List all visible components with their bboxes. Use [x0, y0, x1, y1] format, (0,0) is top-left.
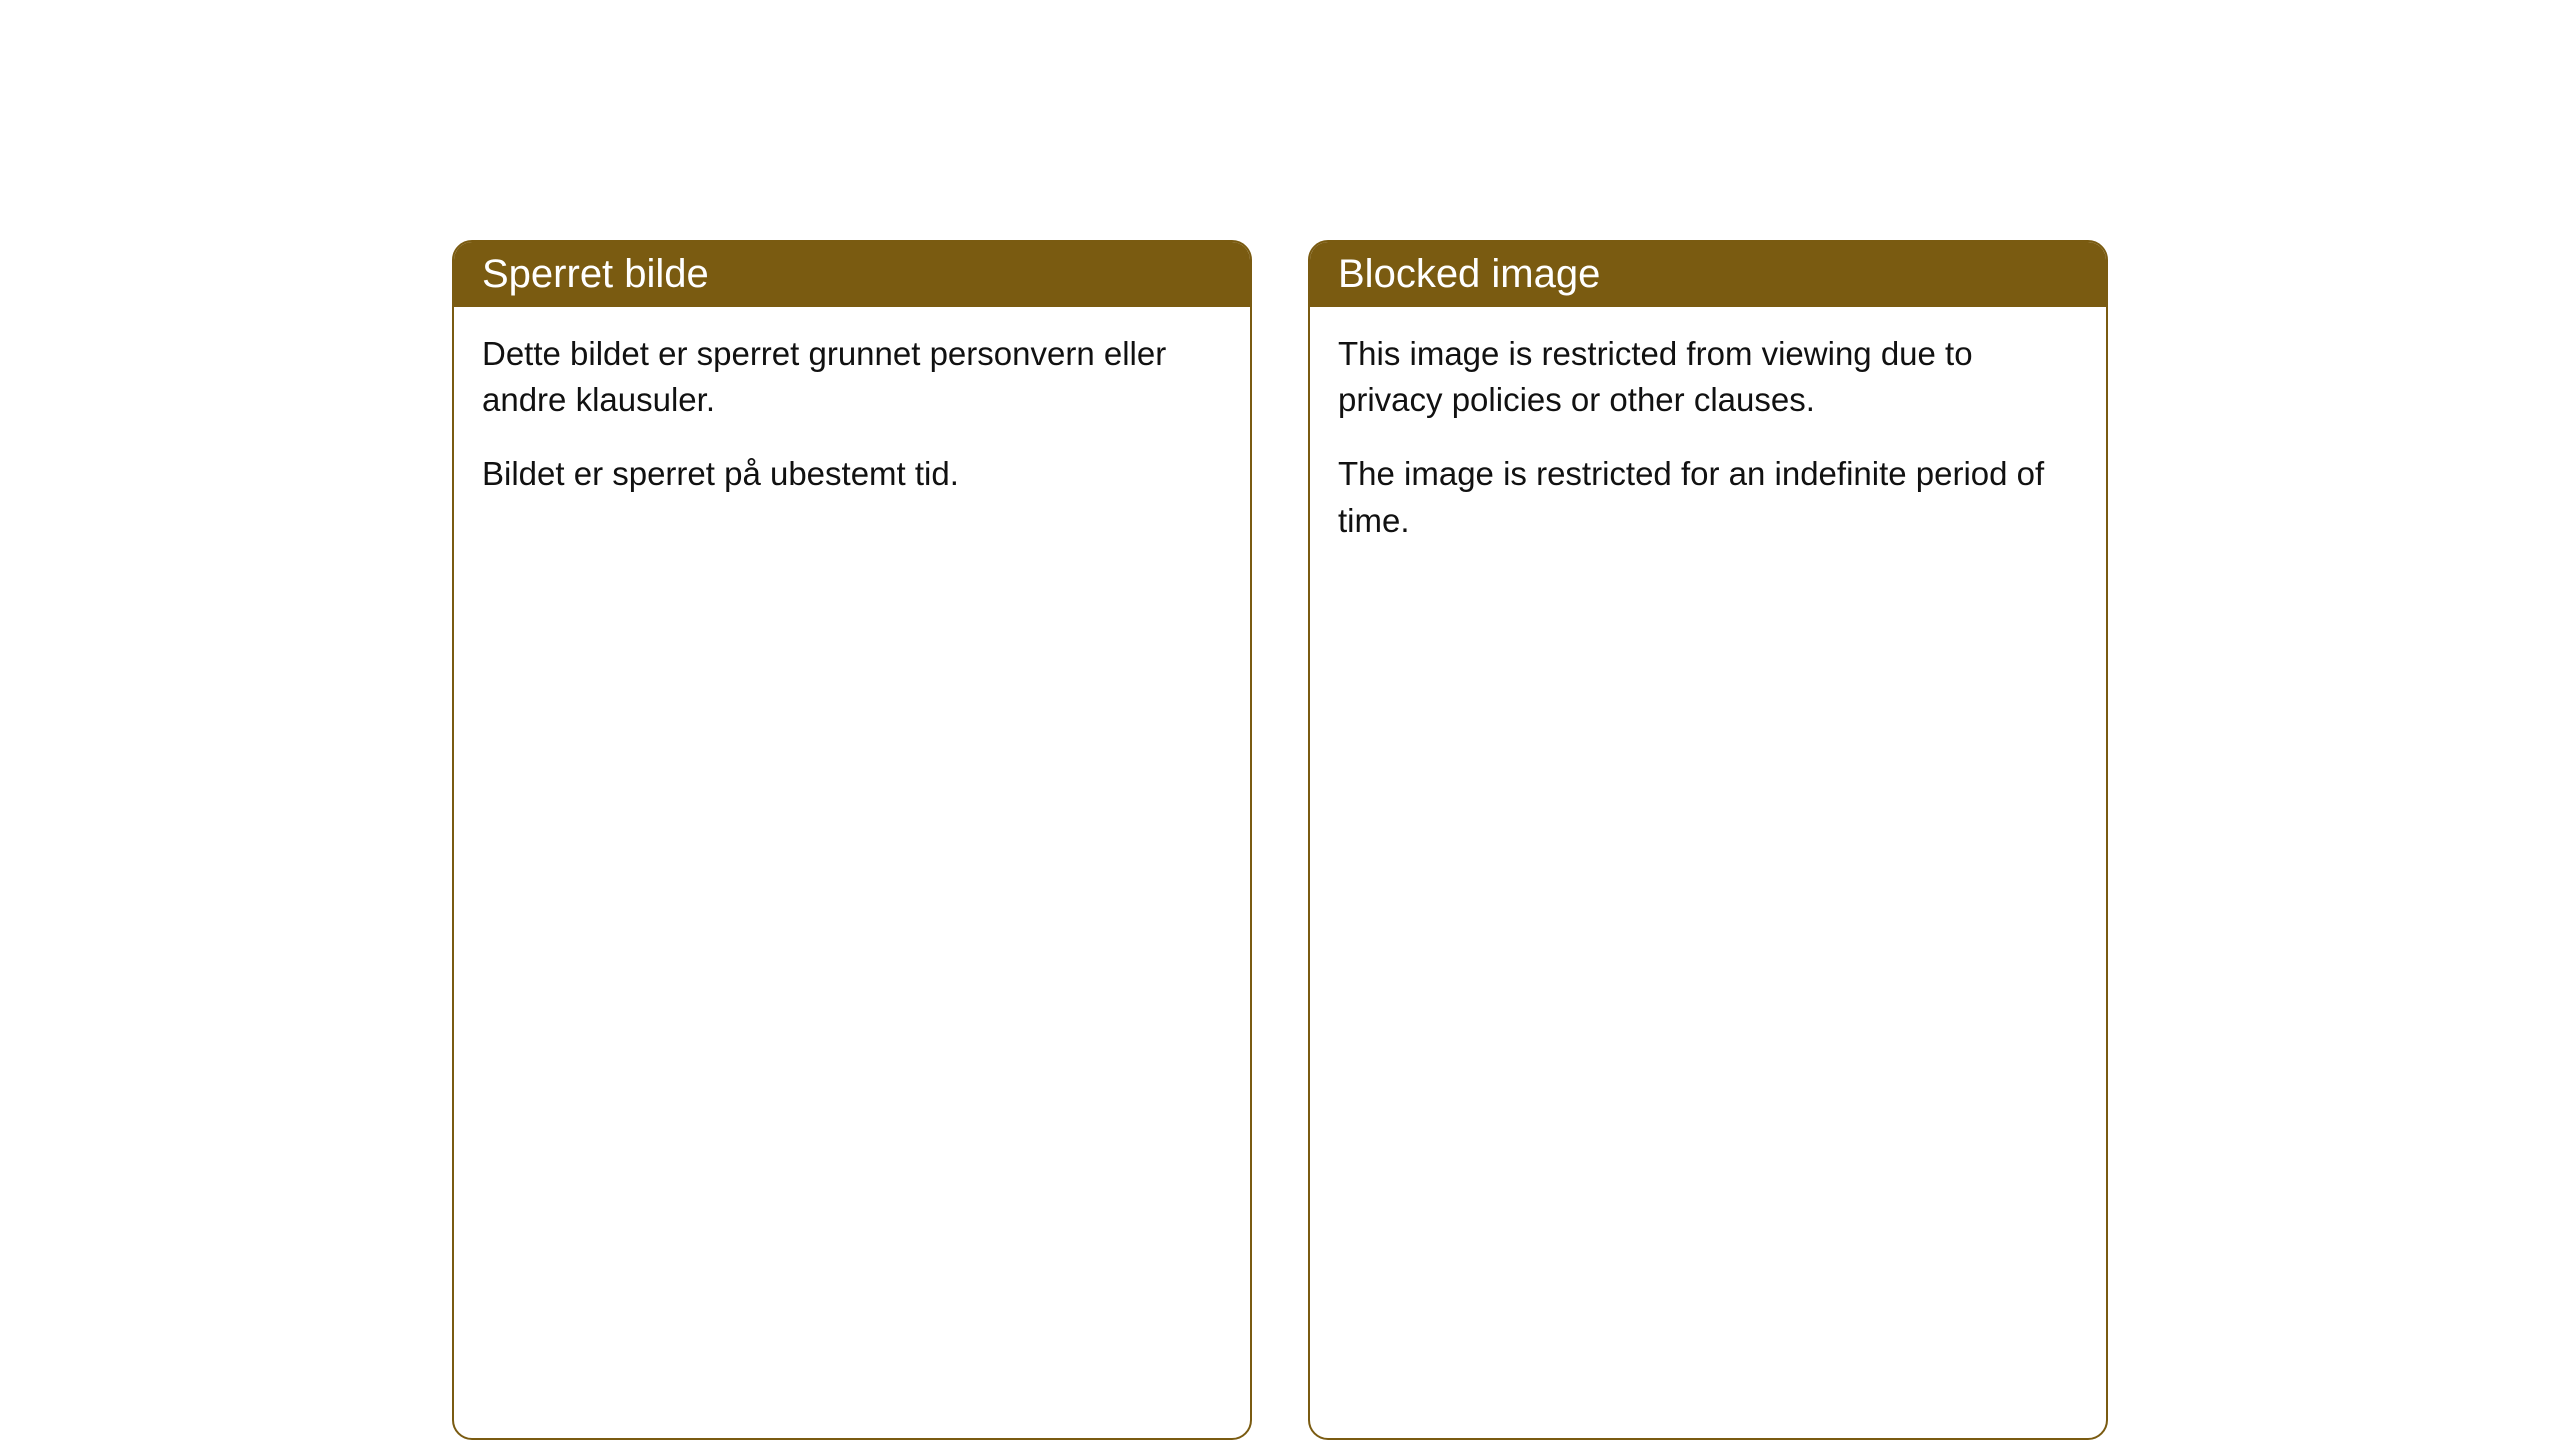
notice-paragraph: This image is restricted from viewing du…: [1338, 331, 2078, 423]
notice-paragraph: Dette bildet er sperret grunnet personve…: [482, 331, 1222, 423]
notice-paragraph: Bildet er sperret på ubestemt tid.: [482, 451, 1222, 497]
notice-header-english: Blocked image: [1310, 242, 2106, 307]
notice-header-norwegian: Sperret bilde: [454, 242, 1250, 307]
notice-paragraph: The image is restricted for an indefinit…: [1338, 451, 2078, 543]
notice-body-norwegian: Dette bildet er sperret grunnet personve…: [454, 307, 1250, 534]
notice-container: Sperret bilde Dette bildet er sperret gr…: [452, 240, 2108, 1440]
notice-box-norwegian: Sperret bilde Dette bildet er sperret gr…: [452, 240, 1252, 1440]
notice-body-english: This image is restricted from viewing du…: [1310, 307, 2106, 580]
notice-box-english: Blocked image This image is restricted f…: [1308, 240, 2108, 1440]
